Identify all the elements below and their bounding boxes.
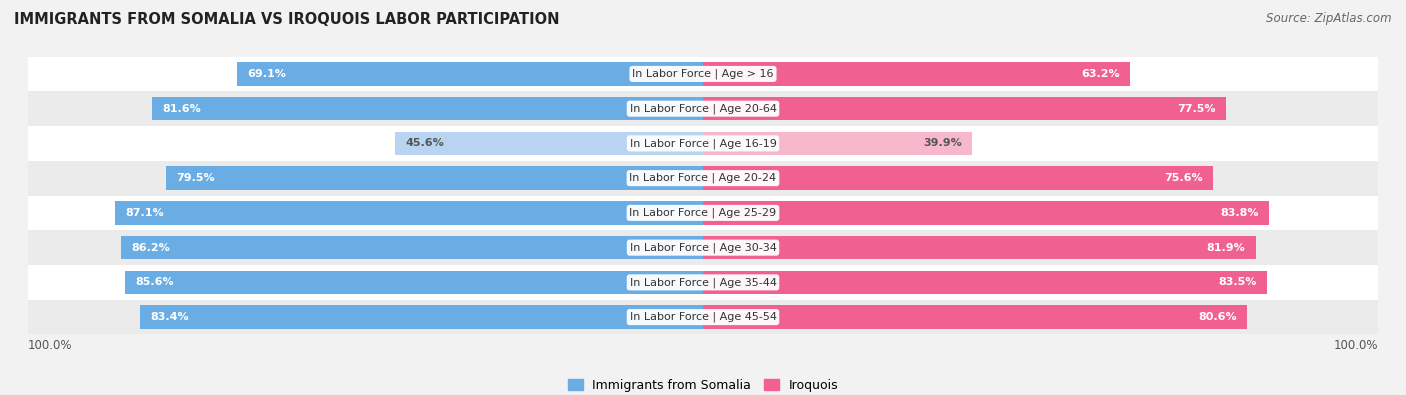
Bar bbox=[152, 97, 703, 120]
Bar bbox=[703, 271, 1267, 294]
Text: In Labor Force | Age 45-54: In Labor Force | Age 45-54 bbox=[630, 312, 776, 322]
Bar bbox=[125, 271, 703, 294]
Text: 39.9%: 39.9% bbox=[924, 138, 962, 149]
Bar bbox=[121, 236, 703, 260]
Bar bbox=[28, 56, 1378, 91]
Text: 85.6%: 85.6% bbox=[135, 277, 174, 288]
Text: 100.0%: 100.0% bbox=[28, 339, 73, 352]
Bar bbox=[28, 161, 1378, 196]
Bar bbox=[28, 265, 1378, 300]
Text: 80.6%: 80.6% bbox=[1198, 312, 1237, 322]
Text: 83.5%: 83.5% bbox=[1218, 277, 1257, 288]
Text: 83.4%: 83.4% bbox=[150, 312, 188, 322]
Bar bbox=[703, 166, 1213, 190]
Text: 75.6%: 75.6% bbox=[1164, 173, 1204, 183]
Text: 45.6%: 45.6% bbox=[405, 138, 444, 149]
Text: Source: ZipAtlas.com: Source: ZipAtlas.com bbox=[1267, 12, 1392, 25]
Text: 81.9%: 81.9% bbox=[1206, 243, 1246, 253]
Text: In Labor Force | Age 20-64: In Labor Force | Age 20-64 bbox=[630, 103, 776, 114]
Bar bbox=[166, 166, 703, 190]
Bar bbox=[28, 230, 1378, 265]
Bar bbox=[28, 300, 1378, 335]
Bar bbox=[28, 196, 1378, 230]
Bar bbox=[28, 126, 1378, 161]
Text: IMMIGRANTS FROM SOMALIA VS IROQUOIS LABOR PARTICIPATION: IMMIGRANTS FROM SOMALIA VS IROQUOIS LABO… bbox=[14, 12, 560, 27]
Legend: Immigrants from Somalia, Iroquois: Immigrants from Somalia, Iroquois bbox=[562, 374, 844, 395]
Text: 69.1%: 69.1% bbox=[247, 69, 285, 79]
Text: 81.6%: 81.6% bbox=[163, 103, 201, 114]
Bar bbox=[703, 305, 1247, 329]
Text: 100.0%: 100.0% bbox=[1333, 339, 1378, 352]
Bar bbox=[703, 97, 1226, 120]
Text: In Labor Force | Age 35-44: In Labor Force | Age 35-44 bbox=[630, 277, 776, 288]
Bar bbox=[141, 305, 703, 329]
Text: 83.8%: 83.8% bbox=[1220, 208, 1258, 218]
Text: 86.2%: 86.2% bbox=[131, 243, 170, 253]
Text: 79.5%: 79.5% bbox=[177, 173, 215, 183]
Text: In Labor Force | Age 25-29: In Labor Force | Age 25-29 bbox=[630, 208, 776, 218]
Text: In Labor Force | Age > 16: In Labor Force | Age > 16 bbox=[633, 69, 773, 79]
Text: 77.5%: 77.5% bbox=[1177, 103, 1216, 114]
Bar bbox=[236, 62, 703, 86]
Text: In Labor Force | Age 16-19: In Labor Force | Age 16-19 bbox=[630, 138, 776, 149]
Text: 87.1%: 87.1% bbox=[125, 208, 165, 218]
Bar bbox=[703, 201, 1268, 225]
Bar bbox=[115, 201, 703, 225]
Bar bbox=[703, 132, 973, 155]
Text: In Labor Force | Age 30-34: In Labor Force | Age 30-34 bbox=[630, 243, 776, 253]
Bar bbox=[395, 132, 703, 155]
Text: 63.2%: 63.2% bbox=[1081, 69, 1119, 79]
Text: In Labor Force | Age 20-24: In Labor Force | Age 20-24 bbox=[630, 173, 776, 183]
Bar bbox=[703, 62, 1129, 86]
Bar bbox=[28, 91, 1378, 126]
Bar bbox=[703, 236, 1256, 260]
